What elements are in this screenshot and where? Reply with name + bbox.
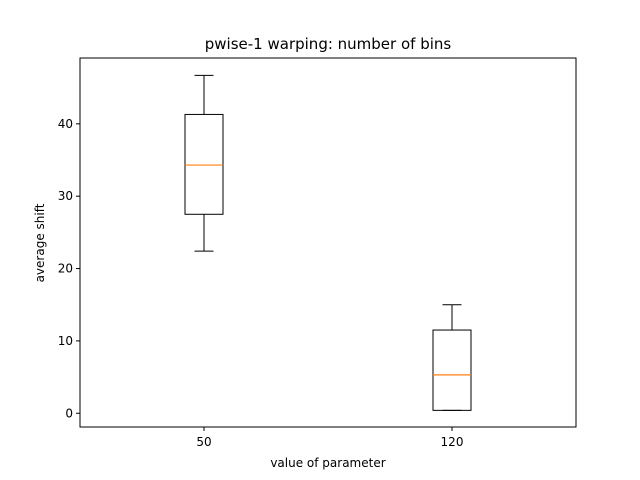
chart-title: pwise-1 warping: number of bins — [205, 35, 452, 53]
y-tick-label: 20 — [58, 262, 73, 276]
x-tick-label: 120 — [441, 435, 464, 449]
y-tick-label: 10 — [58, 334, 73, 348]
x-tick-label: 50 — [196, 435, 211, 449]
box — [184, 113, 224, 215]
box — [432, 329, 472, 411]
x-axis-label: value of parameter — [270, 456, 385, 470]
y-tick-label: 30 — [58, 189, 73, 203]
y-tick-label: 40 — [58, 117, 73, 131]
plot-area: 0 10 20 30 40 50 120 — [58, 57, 577, 449]
axes-frame — [79, 57, 577, 428]
y-axis-label: average shift — [33, 203, 47, 282]
y-tick-label: 0 — [65, 406, 73, 420]
